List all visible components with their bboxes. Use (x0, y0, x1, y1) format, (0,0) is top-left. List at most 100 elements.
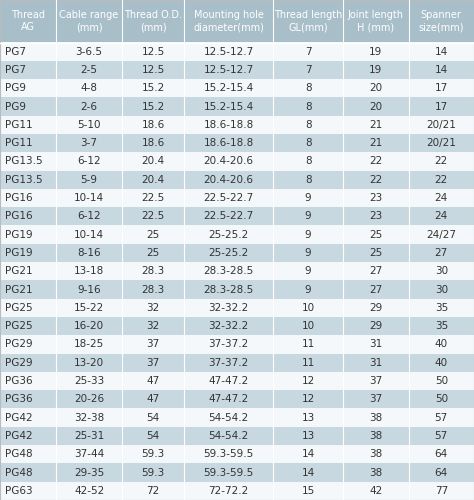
Bar (0, 98, 474, 116)
Text: 32-32.2: 32-32.2 (209, 321, 248, 331)
Text: 38: 38 (369, 412, 383, 422)
Text: 42-52: 42-52 (74, 486, 104, 496)
Text: 37-44: 37-44 (74, 449, 104, 459)
Text: 14: 14 (435, 65, 448, 75)
Text: 9-16: 9-16 (77, 284, 101, 294)
Text: PG13.5: PG13.5 (5, 174, 42, 184)
Text: PG48: PG48 (5, 468, 32, 477)
Text: PG29: PG29 (5, 340, 32, 349)
Text: 10: 10 (301, 321, 315, 331)
Text: 47-47.2: 47-47.2 (209, 376, 248, 386)
Text: 13-20: 13-20 (74, 358, 104, 368)
Text: PG36: PG36 (5, 394, 32, 404)
Text: 16-20: 16-20 (74, 321, 104, 331)
Text: 3-6.5: 3-6.5 (76, 46, 102, 56)
Text: 22: 22 (369, 174, 383, 184)
Text: 31: 31 (369, 358, 383, 368)
Text: 14: 14 (435, 46, 448, 56)
Bar (0, 0, 474, 42)
Text: 37: 37 (146, 358, 160, 368)
Text: 11: 11 (301, 340, 315, 349)
Text: 2-6: 2-6 (81, 102, 98, 112)
Text: PG19: PG19 (5, 248, 32, 258)
Text: 12.5: 12.5 (141, 46, 165, 56)
Text: 25-25.2: 25-25.2 (209, 248, 248, 258)
Text: 32: 32 (146, 321, 160, 331)
Text: 6-12: 6-12 (77, 156, 101, 166)
Text: PG25: PG25 (5, 321, 32, 331)
Text: 42: 42 (369, 486, 383, 496)
Bar (0, 244, 474, 262)
Text: 50: 50 (435, 394, 448, 404)
Text: 9: 9 (305, 230, 311, 239)
Text: 13-18: 13-18 (74, 266, 104, 276)
Text: 11: 11 (301, 358, 315, 368)
Text: 18.6-18.8: 18.6-18.8 (203, 138, 254, 148)
Text: 6-12: 6-12 (77, 212, 101, 222)
Text: 19: 19 (369, 65, 383, 75)
Text: 25: 25 (146, 248, 160, 258)
Text: 72: 72 (146, 486, 160, 496)
Text: 15: 15 (301, 486, 315, 496)
Bar (0, 207, 474, 226)
Text: PG11: PG11 (5, 120, 32, 130)
Text: PG7: PG7 (5, 46, 26, 56)
Text: 9: 9 (305, 248, 311, 258)
Text: 21: 21 (369, 120, 383, 130)
Bar (0, 336, 474, 353)
Text: 15.2-15.4: 15.2-15.4 (203, 83, 254, 93)
Text: 5-10: 5-10 (77, 120, 101, 130)
Text: 40: 40 (435, 340, 448, 349)
Text: 10-14: 10-14 (74, 230, 104, 239)
Text: 35: 35 (435, 303, 448, 313)
Text: 9: 9 (305, 212, 311, 222)
Text: 10-14: 10-14 (74, 193, 104, 203)
Text: 22.5-22.7: 22.5-22.7 (203, 212, 254, 222)
Text: 47-47.2: 47-47.2 (209, 394, 248, 404)
Bar (0, 317, 474, 336)
Bar (0, 408, 474, 427)
Text: 8: 8 (305, 120, 311, 130)
Text: 20.4: 20.4 (142, 174, 164, 184)
Text: 57: 57 (435, 431, 448, 441)
Text: 10: 10 (301, 303, 315, 313)
Text: 72-72.2: 72-72.2 (209, 486, 248, 496)
Text: PG63: PG63 (5, 486, 32, 496)
Text: 8: 8 (305, 102, 311, 112)
Text: 38: 38 (369, 431, 383, 441)
Text: 22.5: 22.5 (141, 193, 165, 203)
Text: PG9: PG9 (5, 102, 26, 112)
Text: 12.5: 12.5 (141, 65, 165, 75)
Text: 37: 37 (146, 340, 160, 349)
Text: 18.6: 18.6 (141, 120, 165, 130)
Text: PG16: PG16 (5, 193, 32, 203)
Bar (0, 482, 474, 500)
Text: 35: 35 (435, 321, 448, 331)
Text: 17: 17 (435, 83, 448, 93)
Text: PG42: PG42 (5, 431, 32, 441)
Text: 20/21: 20/21 (426, 138, 456, 148)
Text: 13: 13 (301, 412, 315, 422)
Text: 24/27: 24/27 (426, 230, 456, 239)
Text: PG16: PG16 (5, 212, 32, 222)
Text: 28.3-28.5: 28.3-28.5 (203, 266, 254, 276)
Text: 54: 54 (146, 412, 160, 422)
Text: PG7: PG7 (5, 65, 26, 75)
Text: 20: 20 (369, 102, 383, 112)
Text: 28.3-28.5: 28.3-28.5 (203, 284, 254, 294)
Text: 25: 25 (369, 230, 383, 239)
Text: 19: 19 (369, 46, 383, 56)
Text: 32: 32 (146, 303, 160, 313)
Text: 9: 9 (305, 193, 311, 203)
Bar (0, 42, 474, 61)
Text: 54: 54 (146, 431, 160, 441)
Text: 29: 29 (369, 303, 383, 313)
Bar (0, 61, 474, 79)
Text: Spanner
size(mm): Spanner size(mm) (419, 10, 464, 32)
Text: 22: 22 (435, 174, 448, 184)
Text: 27: 27 (369, 284, 383, 294)
Text: 15-22: 15-22 (74, 303, 104, 313)
Text: 29: 29 (369, 321, 383, 331)
Text: 37: 37 (369, 376, 383, 386)
Text: 64: 64 (435, 468, 448, 477)
